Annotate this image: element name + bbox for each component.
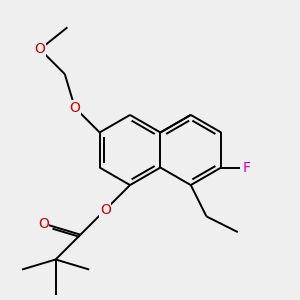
- Text: O: O: [69, 101, 80, 115]
- Text: O: O: [100, 203, 111, 217]
- Text: F: F: [242, 160, 250, 175]
- Text: O: O: [34, 42, 45, 56]
- Text: O: O: [38, 217, 49, 231]
